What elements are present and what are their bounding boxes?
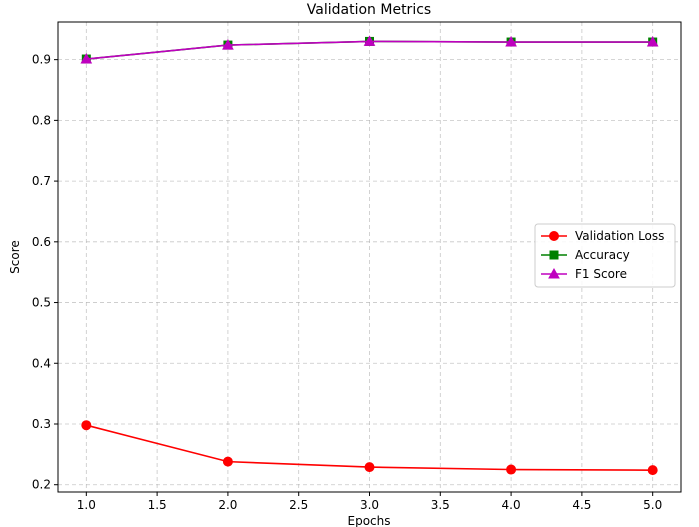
f1-score-point (363, 35, 376, 46)
x-tick-label: 1.0 (77, 498, 96, 512)
validation-loss-point (647, 465, 658, 476)
x-tick-label: 5.0 (643, 498, 662, 512)
chart-title: Validation Metrics (307, 2, 431, 18)
legend-swatch-marker (549, 250, 559, 260)
legend-swatch-marker (548, 267, 560, 279)
axis-ticks: 1.0 1.5 2.0 2.5 3.0 3.5 4.0 4.5 5.0 0.2 0.3 0.4 0.5 0… (32, 53, 662, 512)
y-tick-label: 0.3 (32, 417, 51, 431)
x-tick-label: 3.0 (360, 498, 379, 512)
legend-swatch-marker (549, 231, 559, 241)
y-tick-label: 0.4 (32, 356, 51, 370)
legend-item-f1-score: F1 Score (541, 267, 627, 281)
f1-score-point (80, 53, 93, 64)
legend: Validation Loss Accuracy F1 Score (534, 223, 676, 288)
validation-loss-point (222, 456, 233, 467)
series-validation-loss (81, 420, 658, 476)
series-layer (80, 35, 659, 476)
f1-score-point (505, 36, 517, 47)
x-tick-label: 2.5 (289, 498, 308, 512)
y-axis-label: Score (8, 240, 22, 274)
legend-item-accuracy: Accuracy (541, 248, 630, 262)
y-tick-label: 0.6 (32, 235, 51, 249)
x-tick-label: 3.5 (431, 498, 450, 512)
legend-label: Validation Loss (575, 229, 664, 243)
f1-score-point (646, 36, 659, 47)
x-axis-label: Epochs (348, 514, 391, 527)
validation-loss-point (81, 420, 92, 431)
legend-item-validation-loss: Validation Loss (541, 229, 664, 243)
legend-label: F1 Score (575, 267, 627, 281)
x-tick-label: 2.0 (218, 498, 237, 512)
y-tick-label: 0.5 (32, 296, 51, 310)
validation-loss-point (506, 464, 517, 475)
x-tick-label: 4.5 (572, 498, 591, 512)
y-tick-label: 0.9 (32, 53, 51, 67)
y-tick-label: 0.2 (32, 478, 51, 492)
f1-score-point (222, 39, 234, 50)
y-tick-label: 0.7 (32, 174, 51, 188)
x-tick-label: 1.5 (148, 498, 167, 512)
legend-frame (534, 223, 676, 288)
legend-label: Accuracy (575, 248, 630, 262)
validation-loss-point (364, 462, 375, 473)
series-f1-score (80, 35, 659, 64)
x-tick-label: 4.0 (502, 498, 521, 512)
y-tick-label: 0.8 (32, 113, 51, 127)
